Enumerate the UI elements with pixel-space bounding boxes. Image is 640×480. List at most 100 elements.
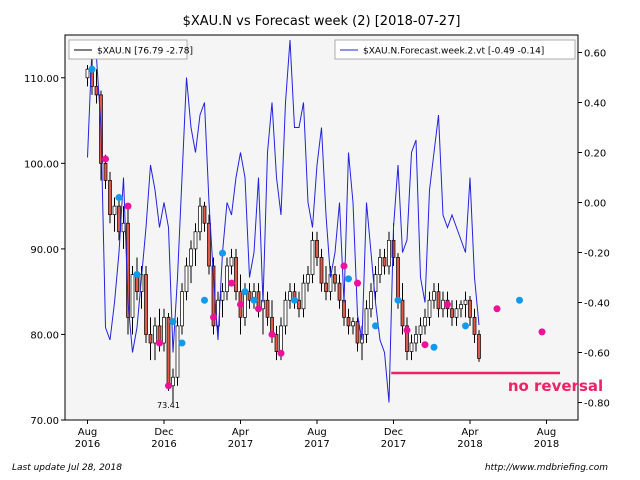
right-tick-label: 0.40 [584, 99, 606, 110]
candle-body [148, 334, 153, 344]
candle-body [423, 316, 427, 327]
candle-body [310, 239, 315, 275]
candle-body [477, 334, 481, 359]
candle-body [382, 257, 387, 267]
legend-left-label: $XAU.N [76.79 -2.78] [97, 47, 193, 57]
magenta-marker [403, 326, 411, 334]
candle-body [121, 222, 126, 233]
magenta-marker [421, 341, 429, 349]
left-tick-label: 90.00 [30, 245, 59, 256]
candle-body [166, 316, 171, 387]
candle-body [130, 274, 135, 318]
candle-body [144, 274, 148, 335]
magenta-marker [268, 330, 276, 338]
blue-marker [201, 296, 208, 304]
candle-body [364, 308, 369, 335]
last-update-text: Last update Jul 28, 2018 [12, 463, 122, 473]
candle-body [355, 321, 360, 344]
blue-marker [178, 339, 186, 347]
x-tick-label-year: 2016 [151, 439, 176, 450]
legend-right-box [334, 39, 576, 60]
magenta-marker [340, 262, 348, 270]
candle-body [193, 231, 198, 250]
blue-marker [516, 296, 523, 304]
candle-body [202, 205, 207, 224]
candle-body [472, 316, 477, 335]
magenta-marker [255, 305, 262, 313]
x-tick-label-month: Aug [78, 427, 98, 438]
magenta-marker [444, 301, 451, 308]
right-tick-label: 0.00 [584, 199, 606, 210]
candle-body [171, 376, 175, 387]
source-url[interactable]: http://www.mdbriefing.com [484, 463, 608, 473]
candle-body [247, 291, 252, 301]
candle-body [450, 308, 454, 318]
candle-body [162, 316, 166, 344]
right-tick-label: -0.40 [584, 299, 610, 310]
candle-body [427, 299, 432, 318]
x-tick-label-month: Aug [537, 427, 557, 438]
right-tick-label: -0.60 [584, 349, 610, 360]
candle-body [220, 291, 225, 301]
left-tick-label: 80.00 [30, 330, 59, 341]
candle-body [463, 299, 468, 305]
magenta-marker [228, 279, 235, 287]
right-tick-label: -0.80 [584, 399, 610, 410]
candle-body [319, 257, 324, 284]
magenta-marker [124, 202, 132, 210]
candle-body [378, 257, 382, 275]
candle-body [153, 325, 157, 344]
candle-body [468, 299, 472, 318]
candle-body [274, 334, 279, 352]
x-tick-label-year: 2018 [534, 439, 559, 450]
magenta-marker [538, 328, 546, 336]
candle-body [324, 282, 328, 293]
candle-body [351, 321, 355, 327]
magenta-marker [102, 155, 109, 163]
candle-body [234, 257, 238, 293]
candle-body [315, 239, 319, 258]
candle-body [337, 282, 342, 301]
candle-body [207, 222, 211, 267]
candle-body [283, 299, 288, 327]
candle-body [432, 291, 436, 301]
candle-body [400, 299, 405, 327]
candle-body [85, 68, 90, 79]
candle-body [346, 316, 351, 327]
magenta-marker [237, 301, 244, 308]
candle-body [288, 291, 292, 301]
blue-marker [430, 343, 438, 351]
blue-marker [88, 65, 96, 73]
magenta-marker [156, 339, 163, 347]
candle-body [436, 291, 441, 310]
legend-left-box [68, 39, 188, 60]
candle-body [369, 291, 373, 310]
blue-marker [133, 271, 141, 279]
candle-body [265, 299, 270, 318]
right-tick-label: 0.60 [584, 49, 606, 60]
candle-body [409, 342, 414, 352]
magenta-marker [165, 382, 172, 390]
candle-body [396, 257, 400, 301]
blue-marker [394, 296, 402, 304]
candle-body [112, 205, 117, 216]
left-tick-label: 110.00 [24, 74, 59, 85]
no-reversal-label: no reversal [508, 377, 603, 395]
candle-body [459, 304, 463, 310]
right-tick-label: 0.20 [584, 149, 606, 160]
chart-title: $XAU.N vs Forecast week (2) [2018-07-27] [183, 14, 461, 29]
candle-body [306, 274, 310, 284]
candle-body [184, 265, 189, 293]
blue-marker [291, 296, 298, 304]
candle-body [297, 299, 301, 310]
candle-body [301, 282, 306, 310]
candle-body [405, 325, 409, 352]
x-tick-label-year: 2016 [75, 439, 100, 450]
candle-body [198, 205, 202, 233]
blue-marker [241, 288, 249, 296]
x-tick-label-year: 2017 [381, 439, 406, 450]
candle-body [414, 334, 418, 344]
magenta-marker [210, 313, 217, 321]
magenta-marker [277, 349, 285, 357]
